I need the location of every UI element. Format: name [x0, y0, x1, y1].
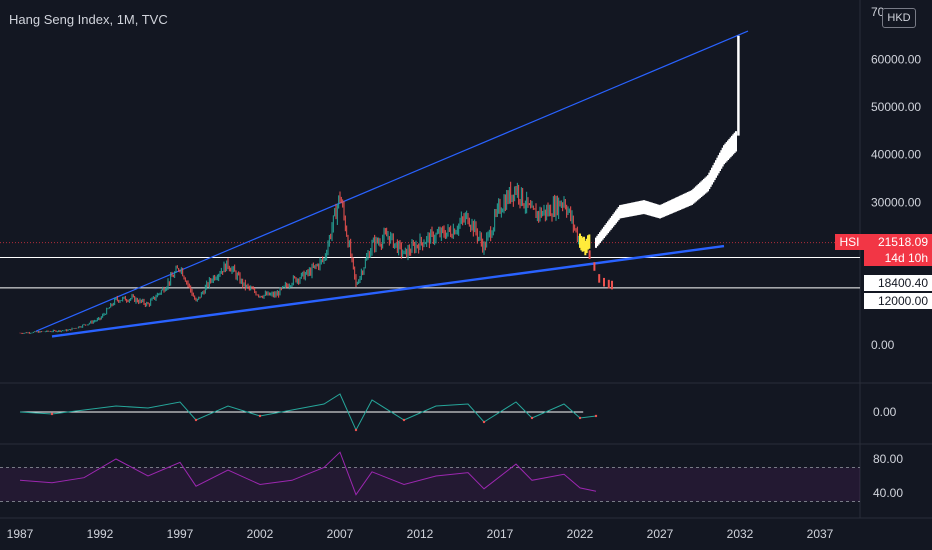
time-tick-label: 2007 — [327, 527, 354, 541]
oscillator-point — [578, 416, 582, 420]
time-tick-label: 1992 — [87, 527, 114, 541]
rsi-line[interactable] — [19, 451, 597, 496]
oscillator-point — [594, 414, 598, 418]
oscillator-point — [50, 412, 54, 416]
oscillator-point — [258, 414, 262, 418]
oscillator-point — [402, 418, 406, 422]
oscillator-point — [530, 416, 534, 420]
rsi-tick-label: 40.00 — [873, 486, 903, 500]
time-tick-label: 2002 — [247, 527, 274, 541]
oscillator-point — [354, 428, 358, 432]
symbol-badge: HSI — [835, 234, 864, 250]
price-tick-label: 50000.00 — [871, 100, 921, 114]
oscillator-point — [482, 420, 486, 424]
oscillator-tick-label: 0.00 — [873, 405, 897, 419]
time-tick-label: 2017 — [487, 527, 514, 541]
bar-countdown-badge: 14d 10h — [864, 250, 932, 266]
chart-grid — [0, 0, 932, 519]
time-tick-label: 2022 — [567, 527, 594, 541]
currency-button[interactable]: HKD — [882, 8, 916, 28]
time-tick-label: 2012 — [407, 527, 434, 541]
price-tick-label: 40000.00 — [871, 148, 921, 162]
rsi-tick-label: 80.00 — [873, 452, 903, 466]
time-tick-label: 1997 — [167, 527, 194, 541]
time-tick-label: 2032 — [727, 527, 754, 541]
oscillator-line[interactable] — [19, 393, 597, 432]
time-tick-label: 2037 — [807, 527, 834, 541]
level-badge-1: 18400.40 — [864, 275, 932, 291]
trendline[interactable] — [51, 244, 725, 338]
rsi-band — [0, 467, 860, 502]
trendline[interactable] — [35, 30, 749, 332]
price-pane[interactable] — [0, 30, 860, 338]
time-tick-label: 1987 — [7, 527, 34, 541]
time-axis[interactable]: 1987 1992 1997 2002 2007 2012 2017 2022 2027 2032… — [7, 527, 834, 541]
oscillator-point — [194, 418, 198, 422]
price-tick-label: 0.00 — [871, 338, 895, 352]
price-tick-label: 30000.00 — [871, 195, 921, 209]
time-tick-label: 2027 — [647, 527, 674, 541]
chart-title: Hang Seng Index, 1M, TVC — [9, 12, 168, 27]
oscillator-pane[interactable] — [19, 393, 598, 432]
price-axis[interactable]: 70 60000.00 50000.00 40000.00 30000.00 0.00 0.… — [871, 5, 921, 500]
rsi-pane[interactable] — [0, 451, 860, 502]
price-tick-label: 70 — [871, 5, 885, 19]
level-badge-2: 12000.00 — [864, 293, 932, 309]
last-price-badge: 21518.09 — [864, 234, 932, 250]
price-tick-label: 60000.00 — [871, 53, 921, 67]
